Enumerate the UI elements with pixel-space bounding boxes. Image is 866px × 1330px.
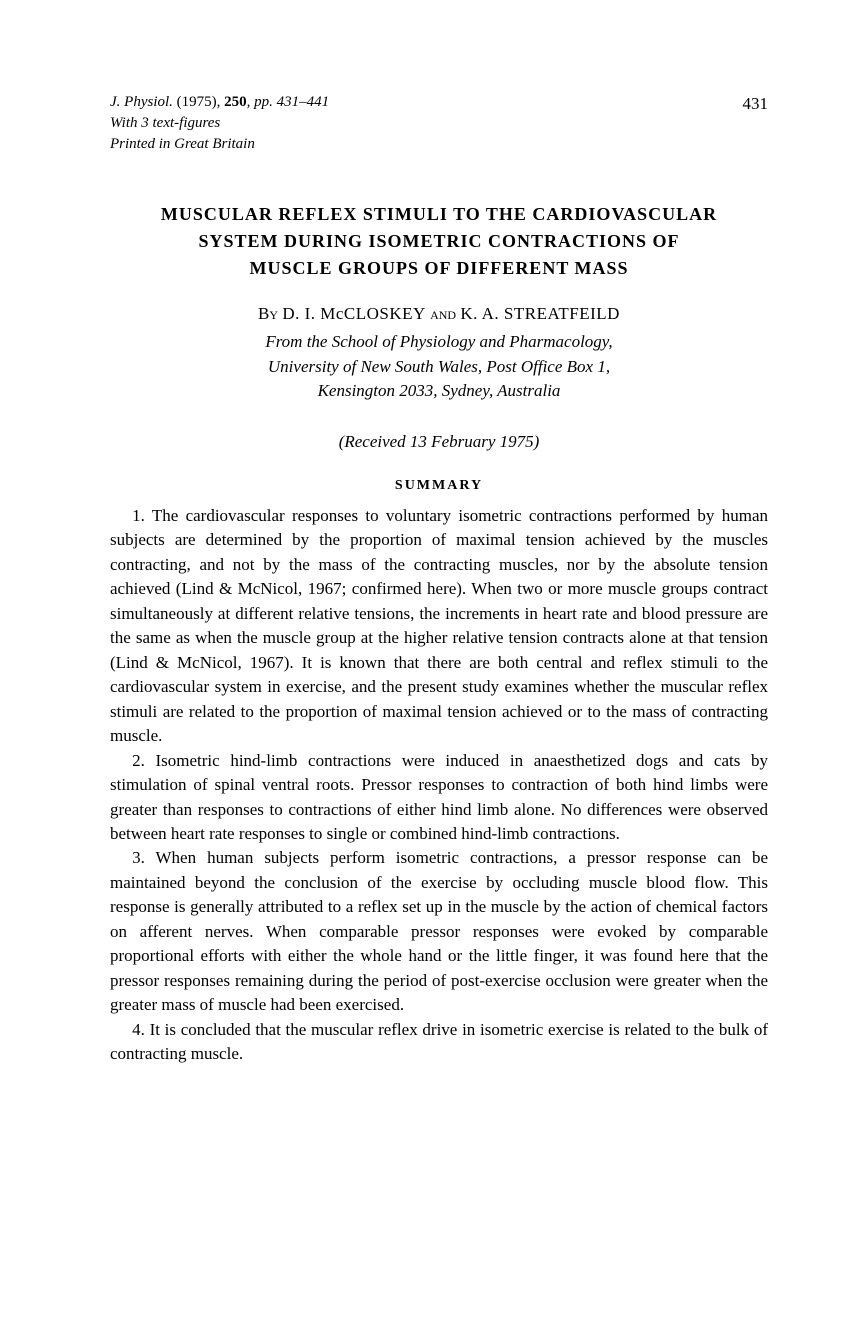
- summary-paragraph-1: 1. The cardiovascular responses to volun…: [110, 504, 768, 749]
- summary-body: 1. The cardiovascular responses to volun…: [110, 504, 768, 1067]
- affiliation: From the School of Physiology and Pharma…: [110, 330, 768, 404]
- received-date: (Received 13 February 1975): [110, 432, 768, 452]
- journal-volume: 250: [224, 94, 247, 110]
- header-row: J. Physiol. (1975), 250, pp. 431–441 Wit…: [110, 92, 768, 155]
- title-line-3: MUSCLE GROUPS OF DIFFERENT MASS: [110, 255, 768, 282]
- article-title: MUSCULAR REFLEX STIMULI TO THE CARDIOVAS…: [110, 201, 768, 282]
- figures-note: With 3 text-figures: [110, 113, 329, 134]
- title-line-1: MUSCULAR REFLEX STIMULI TO THE CARDIOVAS…: [110, 201, 768, 228]
- summary-heading: SUMMARY: [110, 478, 768, 494]
- affiliation-line-3: Kensington 2033, Sydney, Australia: [110, 379, 768, 404]
- title-line-2: SYSTEM DURING ISOMETRIC CONTRACTIONS OF: [110, 228, 768, 255]
- affiliation-line-1: From the School of Physiology and Pharma…: [110, 330, 768, 355]
- by-label: By: [258, 304, 282, 323]
- page-number: 431: [743, 92, 769, 114]
- journal-abbrev: J. Physiol.: [110, 94, 173, 110]
- summary-paragraph-4: 4. It is concluded that the muscular ref…: [110, 1018, 768, 1067]
- printed-note: Printed in Great Britain: [110, 134, 329, 155]
- affiliation-line-2: University of New South Wales, Post Offi…: [110, 355, 768, 380]
- byline: By D. I. McCLOSKEY and K. A. STREATFEILD: [110, 304, 768, 324]
- author-2: K. A. STREATFEILD: [460, 304, 620, 323]
- summary-paragraph-2: 2. Isometric hind-limb contractions were…: [110, 749, 768, 847]
- journal-year: (1975),: [173, 94, 224, 110]
- page-container: J. Physiol. (1975), 250, pp. 431–441 Wit…: [0, 0, 866, 1127]
- author-1: D. I. McCLOSKEY: [282, 304, 426, 323]
- and-label: and: [426, 304, 461, 323]
- summary-paragraph-3: 3. When human subjects perform isometric…: [110, 846, 768, 1017]
- journal-pages: , pp. 431–441: [247, 94, 330, 110]
- journal-info: J. Physiol. (1975), 250, pp. 431–441 Wit…: [110, 92, 329, 155]
